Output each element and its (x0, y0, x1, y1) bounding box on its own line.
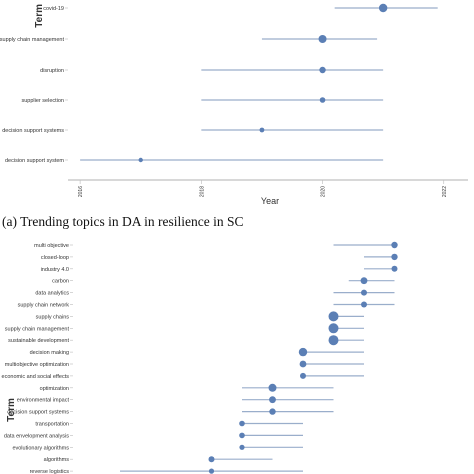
chart-b-median-point (328, 323, 339, 334)
chart-b-term-label: industry 4.0 (41, 267, 69, 273)
chart-a: Term covid-19 supply chain management disr… (0, 3, 468, 206)
chart-b-term-label: carbon (52, 279, 69, 285)
chart-b-median-point (299, 360, 307, 368)
chart-b-ylabel: Term (6, 398, 17, 422)
chart-b-median-point (361, 289, 367, 296)
chart-a-term-label: decision support systems (2, 128, 64, 134)
chart-b-term-label: sustainable development (8, 338, 69, 344)
chart-a-median-point (319, 97, 326, 103)
chart-b-term-label: supply chain management (5, 326, 70, 332)
chart-b-term-label: decision support systems (7, 410, 69, 416)
chart-a-term-label: disruption (40, 68, 64, 74)
chart-b-median-point (391, 265, 398, 272)
chart-b-term-label: multiobjective optimization (5, 362, 69, 368)
chart-b-rows: multi objective closed-loop industry 4.0 ca… (2, 241, 398, 474)
chart-b-median-point (239, 432, 245, 439)
chart-b-median-point (361, 301, 367, 308)
chart-a-median-point (378, 3, 388, 13)
chart-a-x-tick-label: 2018 (199, 186, 205, 197)
chart-b-median-point (298, 347, 308, 357)
chart-a-rows: covid-19 supply chain management disruptio… (0, 3, 438, 164)
chart-b-median-point (268, 383, 277, 392)
chart-b-term-label: supply chain network (18, 303, 70, 309)
chart-a-x-tick-label: 2016 (78, 186, 84, 197)
chart-b-term-label: data analytics (35, 291, 69, 297)
chart-a-term-label: covid-19 (43, 6, 64, 12)
chart-b-term-label: decision making (30, 350, 69, 356)
chart-b-term-label: algorithms (44, 457, 70, 463)
chart-b-median-point (269, 408, 276, 415)
chart-b-term-label: transportation (35, 422, 69, 428)
chart-a-median-point (318, 35, 327, 43)
chart-a-x-tick-label: 2020 (321, 186, 327, 197)
chart-a-ylabel: Term (34, 4, 45, 28)
chart-b-median-point (208, 468, 215, 474)
chart-a-median-point (319, 66, 326, 74)
chart-b-term-label: multi objective (34, 243, 69, 249)
chart-b-median-point (360, 277, 368, 285)
figure-caption-a: (a) Trending topics in DA in resilience … (2, 214, 243, 229)
chart-a-x-tick-label: 2022 (442, 186, 448, 197)
chart-a-median-point (259, 127, 265, 133)
chart-a-term-label: supplier selection (22, 98, 65, 104)
chart-a-ticks: 2016 2018 2020 2022 (78, 180, 448, 197)
chart-b-median-point (269, 396, 276, 404)
chart-b-median-point (328, 311, 339, 322)
chart-a-xlabel: Year (261, 196, 279, 206)
chart-b-median-point (208, 456, 215, 463)
chart-b-term-label: reverse logistics (30, 469, 70, 474)
chart-b-median-point (328, 335, 339, 346)
chart-b-median-point (300, 372, 306, 379)
chart-a-term-label: decision support system (5, 158, 64, 164)
chart-b-term-label: closed-loop (41, 255, 69, 261)
chart-b-term-label: optimization (40, 386, 69, 392)
chart-b-term-label: environmental impact (17, 398, 70, 404)
chart-b-median-point (391, 241, 398, 249)
chart-b-term-label: economic and social effects (2, 374, 70, 380)
chart-b-median-point (239, 444, 245, 450)
chart-b-median-point (239, 420, 245, 427)
chart-b-term-label: data envelopment analysis (4, 433, 69, 439)
chart-b-term-label: evolutionary algorithms (12, 445, 69, 451)
chart-b: Term multi objective closed-loop industry … (2, 241, 398, 474)
chart-a-median-point (138, 157, 143, 163)
chart-a-term-label: supply chain management (0, 37, 64, 43)
chart-b-term-label: supply chains (36, 314, 70, 320)
chart-b-median-point (391, 253, 398, 261)
